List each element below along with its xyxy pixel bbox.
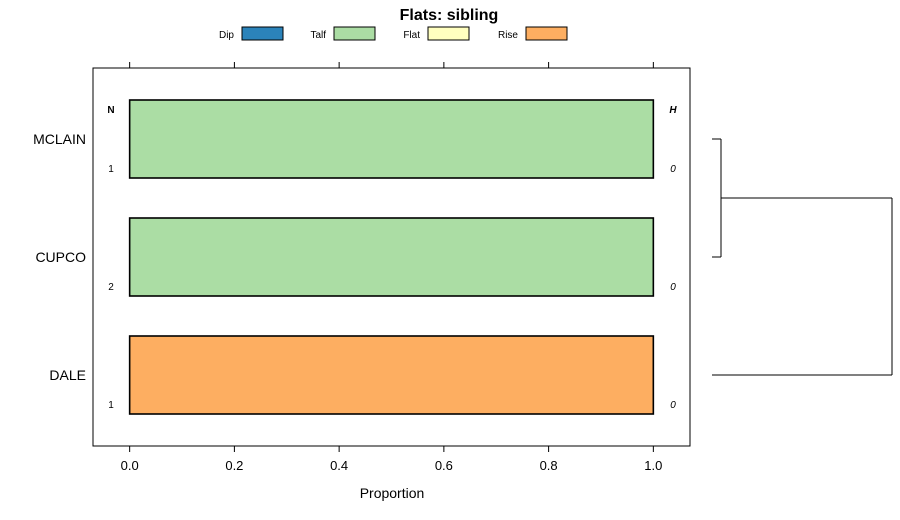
x-tick-label: 1.0 bbox=[644, 458, 662, 473]
x-tick-label: 0.4 bbox=[330, 458, 348, 473]
bar-segment bbox=[128, 217, 655, 297]
x-tick-label: 0.0 bbox=[121, 458, 139, 473]
chart-title: Flats: sibling bbox=[400, 7, 499, 24]
h-value: 0 bbox=[670, 400, 676, 411]
dendrogram bbox=[712, 138, 893, 376]
bar-segment bbox=[128, 99, 655, 179]
legend-swatch bbox=[241, 26, 284, 41]
x-axis-title: Proportion bbox=[360, 485, 425, 501]
x-tick-label: 0.2 bbox=[225, 458, 243, 473]
n-column-header: N bbox=[107, 105, 114, 116]
category-label: DALE bbox=[49, 367, 86, 383]
legend-swatch bbox=[333, 26, 376, 41]
legend-label: Dip bbox=[219, 30, 234, 41]
bars bbox=[128, 99, 655, 415]
category-label: CUPCO bbox=[35, 249, 86, 265]
legend-label: Flat bbox=[403, 30, 420, 41]
h-value: 0 bbox=[670, 164, 676, 175]
n-value: 1 bbox=[108, 164, 114, 175]
category-label: MCLAIN bbox=[33, 131, 86, 147]
legend-label: Rise bbox=[498, 30, 518, 41]
side-columns: N H 1 0 2 0 1 0 bbox=[107, 105, 677, 411]
h-column-header: H bbox=[669, 105, 677, 116]
legend-swatch bbox=[427, 26, 470, 41]
bar-segment bbox=[128, 335, 655, 415]
x-tick-label: 0.6 bbox=[435, 458, 453, 473]
x-tick-label: 0.8 bbox=[540, 458, 558, 473]
legend-swatch bbox=[525, 26, 568, 41]
category-labels: MCLAIN CUPCO DALE bbox=[33, 131, 86, 383]
h-value: 0 bbox=[670, 282, 676, 293]
legend-label: Talf bbox=[310, 30, 326, 41]
legend: Dip Talf Flat Rise bbox=[219, 26, 568, 41]
plot-frame bbox=[92, 67, 691, 447]
n-value: 1 bbox=[108, 400, 114, 411]
n-value: 2 bbox=[108, 282, 114, 293]
x-axis: 0.0 0.2 0.4 0.6 0.8 1.0 bbox=[121, 62, 662, 473]
